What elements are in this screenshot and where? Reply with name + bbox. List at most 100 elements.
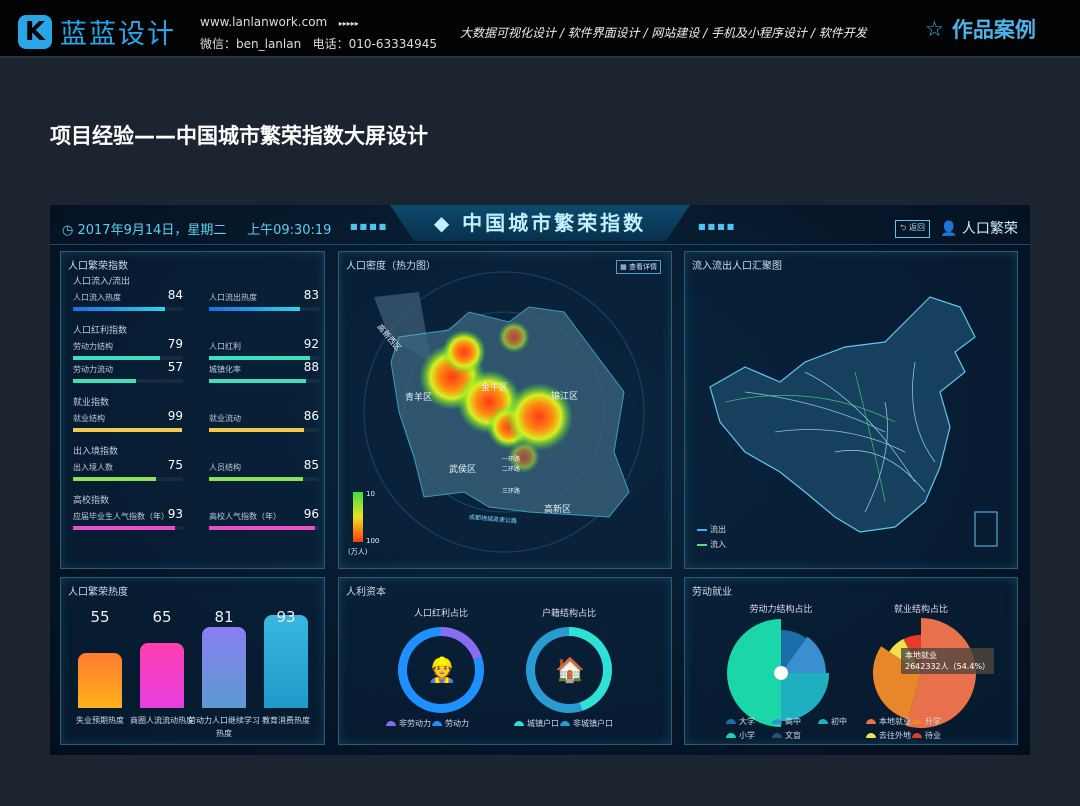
index-item: 应届毕业生人气指数（年） 93 [73, 507, 183, 530]
clock-icon: ◷ [62, 223, 74, 238]
legend-swatch [866, 719, 876, 724]
tooltip: 本地就业 2642332人（54.4%） [901, 648, 995, 674]
pie-segment[interactable] [785, 636, 826, 673]
index-value: 93 [167, 507, 183, 521]
heat-bar[interactable]: 65 商圈人流流动热度 [130, 608, 194, 725]
index-label: 应届毕业生人气指数（年） [73, 512, 169, 521]
donut-chart[interactable] [519, 620, 619, 720]
heat-bar[interactable]: 93 教育消费热度 [262, 608, 310, 725]
index-bar-fill [73, 356, 160, 360]
index-item: 就业结构 99 [73, 409, 183, 432]
legend-swatch [818, 719, 828, 724]
legend-label: 文盲 [785, 731, 801, 740]
section-label: 人口繁荣 [961, 221, 1018, 237]
index-bar-fill [209, 428, 304, 432]
works-link[interactable]: ☆ 作品案例 [925, 14, 1036, 44]
date: 2017年9月14日，星期二 [77, 223, 227, 238]
legend-item[interactable]: 大学 [726, 716, 755, 727]
legend-max: 100 [366, 537, 380, 545]
heat-value: 65 [152, 608, 172, 626]
index-item: 劳动力结构 79 [73, 337, 183, 360]
index-value: 84 [167, 288, 183, 302]
section-indicator: 👤 人口繁荣 [940, 218, 1018, 238]
pie-segment[interactable] [781, 673, 830, 722]
heat-bar[interactable]: 55 失业预期热度 [76, 608, 124, 725]
index-bar-fill [73, 428, 182, 432]
index-bar-track [209, 477, 319, 481]
index-bar-fill [209, 526, 315, 530]
heatmap[interactable] [339, 252, 672, 569]
house-icon: 🏠 [555, 656, 585, 684]
pie-segment[interactable] [872, 646, 921, 720]
dashboard-header: ◷ 2017年9月14日，星期二 上午09:30:19 ■■■■ ◆ 中国城市繁… [50, 205, 1030, 245]
heat-value: 93 [276, 608, 296, 626]
legend-item[interactable]: 劳动力 [432, 718, 469, 729]
index-item: 劳动力流动 57 [73, 360, 183, 383]
legend-label: 非劳动力 [399, 719, 431, 728]
donut-segment[interactable] [441, 627, 482, 660]
china-flow-map[interactable] [685, 252, 1018, 569]
index-label: 出入境人数 [73, 463, 113, 472]
index-label: 劳动力流动 [73, 365, 113, 374]
district-label: 金牛区 [481, 383, 509, 393]
legend-label: 城镇户口 [527, 719, 559, 728]
legend-item[interactable]: 升学 [912, 716, 941, 727]
index-bar-fill [73, 526, 176, 530]
legend-item[interactable]: 高中 [772, 716, 801, 727]
contact-info: www.lanlanwork.com ▸▸▸▸▸ 微信：ben_lanlan 电… [200, 12, 437, 54]
legend-item[interactable]: 初中 [818, 716, 847, 727]
legend-item[interactable]: 非城镇户口 [560, 718, 613, 729]
index-bar-fill [209, 356, 311, 360]
site-header: K 蓝蓝设计 www.lanlanwork.com ▸▸▸▸▸ 微信：ben_la… [0, 0, 1080, 58]
index-value: 86 [303, 409, 319, 423]
population-index-panel: 人口繁荣指数 人口流入/流出 人口流入热度 84 人口流出热度 83 人口红利指数 劳动力结… [60, 251, 325, 569]
road-label: 二环路 [502, 466, 521, 473]
legend-item[interactable]: 非劳动力 [386, 718, 431, 729]
legend-label: 小学 [739, 731, 755, 740]
legend-swatch [726, 733, 736, 738]
legend-label: 高中 [785, 717, 801, 726]
index-value: 88 [303, 360, 319, 374]
index-bar-fill [73, 379, 136, 383]
legend-item[interactable]: 小学 [726, 730, 755, 741]
legend-item[interactable]: 城镇户口 [514, 718, 559, 729]
rose-pie-chart[interactable] [726, 618, 836, 728]
legend-item[interactable]: 本地就业 [866, 716, 911, 727]
dashboard: ◷ 2017年9月14日，星期二 上午09:30:19 ■■■■ ◆ 中国城市繁… [50, 205, 1030, 755]
donut-segment[interactable] [569, 627, 612, 711]
logo-text: 蓝蓝设计 [60, 19, 176, 50]
density-panel: 人口密度（热力图） ▦ 查看详情 高新西区 青羊区 金牛区 锦江区 武侯区 高新… [338, 251, 672, 569]
logo[interactable]: K 蓝蓝设计 [18, 12, 176, 51]
website-link[interactable]: www.lanlanwork.com [200, 15, 328, 29]
legend-outflow: 流出 [697, 524, 726, 535]
panel-title: 劳动就业 [692, 587, 732, 598]
group-title: 就业指数 [73, 398, 110, 408]
index-label: 人口红利 [209, 342, 241, 351]
legend-item[interactable]: 文盲 [772, 730, 801, 741]
index-label: 就业流动 [209, 414, 241, 423]
legend-item[interactable]: 待业 [912, 730, 941, 741]
services-nav: 大数据可视化设计 / 软件界面设计 / 网站建设 / 手机及小程序设计 / 软件… [460, 26, 867, 40]
tooltip-value: 2642332人（54.4%） [905, 662, 991, 671]
legend-swatch [772, 719, 782, 724]
district-label: 武侯区 [449, 465, 477, 475]
legend-item[interactable]: 去往外地 [866, 730, 911, 741]
legend-unit: (万人) [348, 548, 368, 556]
heat-bar[interactable]: 81 劳动力人口继续学习热度 [188, 608, 260, 738]
pie-segment[interactable] [727, 619, 781, 727]
donut-chart[interactable] [391, 620, 491, 720]
detail-button[interactable]: ▦ 查看详情 [616, 260, 661, 274]
back-button[interactable]: ⮌ 返回 [895, 220, 930, 238]
arrows: ▸▸▸▸▸ [338, 19, 359, 28]
heat-legend-bar [353, 492, 363, 542]
wechat: 微信：ben_lanlan [200, 37, 302, 51]
index-bar-fill [209, 477, 303, 481]
index-item: 人口红利 92 [209, 337, 319, 360]
pie-segment[interactable] [781, 630, 807, 668]
index-item: 人员结构 85 [209, 458, 319, 481]
index-value: 79 [167, 337, 183, 351]
chart-title: 就业结构占比 [893, 605, 948, 615]
decor-dots: ■■■■ [698, 222, 737, 231]
donut-segment[interactable] [526, 627, 583, 713]
legend-label: 去往外地 [879, 731, 911, 740]
